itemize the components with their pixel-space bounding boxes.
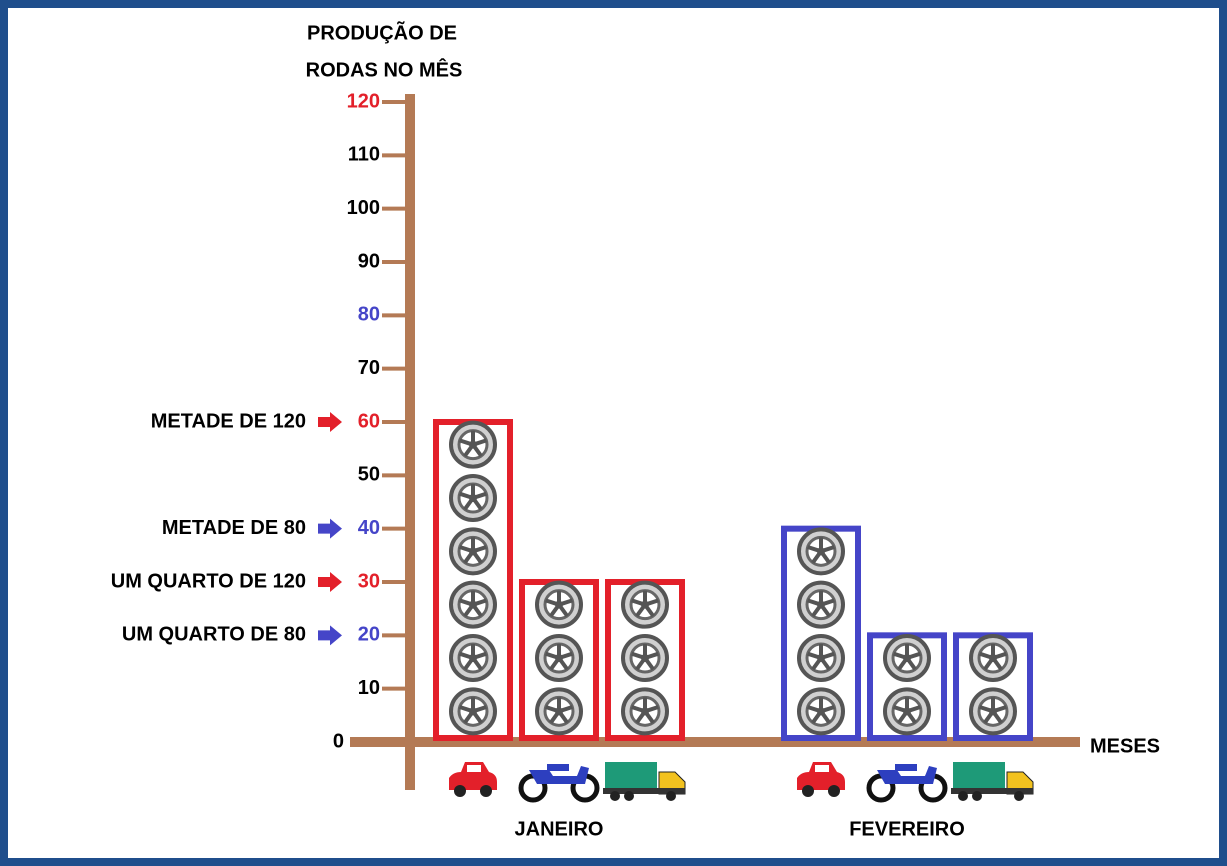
car-window — [815, 765, 829, 772]
wheel-hub — [555, 707, 563, 715]
car-window — [467, 765, 481, 772]
wheel-hub — [903, 654, 911, 662]
y-tick-label: 120 — [347, 90, 380, 112]
y-tick-label: 100 — [347, 197, 380, 219]
y-axis-label: PRODUÇÃO DE — [307, 21, 457, 44]
wheel-hub — [641, 707, 649, 715]
wheel-hub — [817, 654, 825, 662]
wheel-hub — [469, 494, 477, 502]
wheel-hub — [469, 441, 477, 449]
wheel-hub — [469, 547, 477, 555]
x-axis-label: MESES — [1090, 735, 1160, 757]
wheel — [624, 791, 634, 801]
wheel — [480, 785, 492, 797]
x-tick-label: JANEIRO — [515, 818, 604, 840]
y-tick-label: 70 — [358, 357, 380, 379]
wheel — [972, 791, 982, 801]
annotation: UM QUARTO DE 120 — [111, 570, 306, 592]
wheel — [828, 785, 840, 797]
annotation: METADE DE 80 — [162, 517, 306, 539]
y-tick-label: 30 — [358, 570, 380, 592]
y-tick-label: 40 — [358, 517, 380, 539]
wheel — [958, 791, 968, 801]
annotation: UM QUARTO DE 80 — [122, 624, 306, 646]
wheel-hub — [469, 601, 477, 609]
wheel-hub — [989, 707, 997, 715]
y-tick-label: 110 — [348, 144, 380, 166]
y-tick-label: 50 — [358, 464, 380, 486]
wheel-hub — [469, 654, 477, 662]
moto-seat — [895, 764, 917, 771]
page: PRODUÇÃO DE RODAS NO MÊS MESES 0 10 20 30 40… — [0, 0, 1227, 866]
wheel — [666, 791, 676, 801]
wheel — [1014, 791, 1024, 801]
chart: PRODUÇÃO DE RODAS NO MÊS MESES 0 10 20 30 40… — [0, 0, 1227, 866]
y-tick-label: 20 — [358, 624, 380, 646]
wheel-hub — [903, 707, 911, 715]
wheel-hub — [641, 654, 649, 662]
wheel — [610, 791, 620, 801]
y-axis-label: RODAS NO MÊS — [306, 57, 463, 81]
truck-box — [953, 762, 1005, 788]
wheel-hub — [989, 654, 997, 662]
x-tick-label: FEVEREIRO — [849, 818, 965, 840]
wheel-hub — [817, 707, 825, 715]
wheel-hub — [817, 547, 825, 555]
wheel-hub — [817, 601, 825, 609]
moto-seat — [547, 764, 569, 771]
y-tick-label: 80 — [358, 304, 380, 326]
wheel-hub — [641, 601, 649, 609]
y-tick-label: 90 — [358, 250, 380, 272]
wheel — [454, 785, 466, 797]
y-tick-label: 0 — [333, 730, 344, 752]
y-tick-label: 10 — [358, 677, 380, 699]
y-tick-label: 60 — [358, 410, 380, 432]
wheel-hub — [555, 654, 563, 662]
truck-box — [605, 762, 657, 788]
annotation: METADE DE 120 — [151, 410, 306, 432]
wheel-hub — [555, 601, 563, 609]
wheel — [802, 785, 814, 797]
wheel-hub — [469, 707, 477, 715]
